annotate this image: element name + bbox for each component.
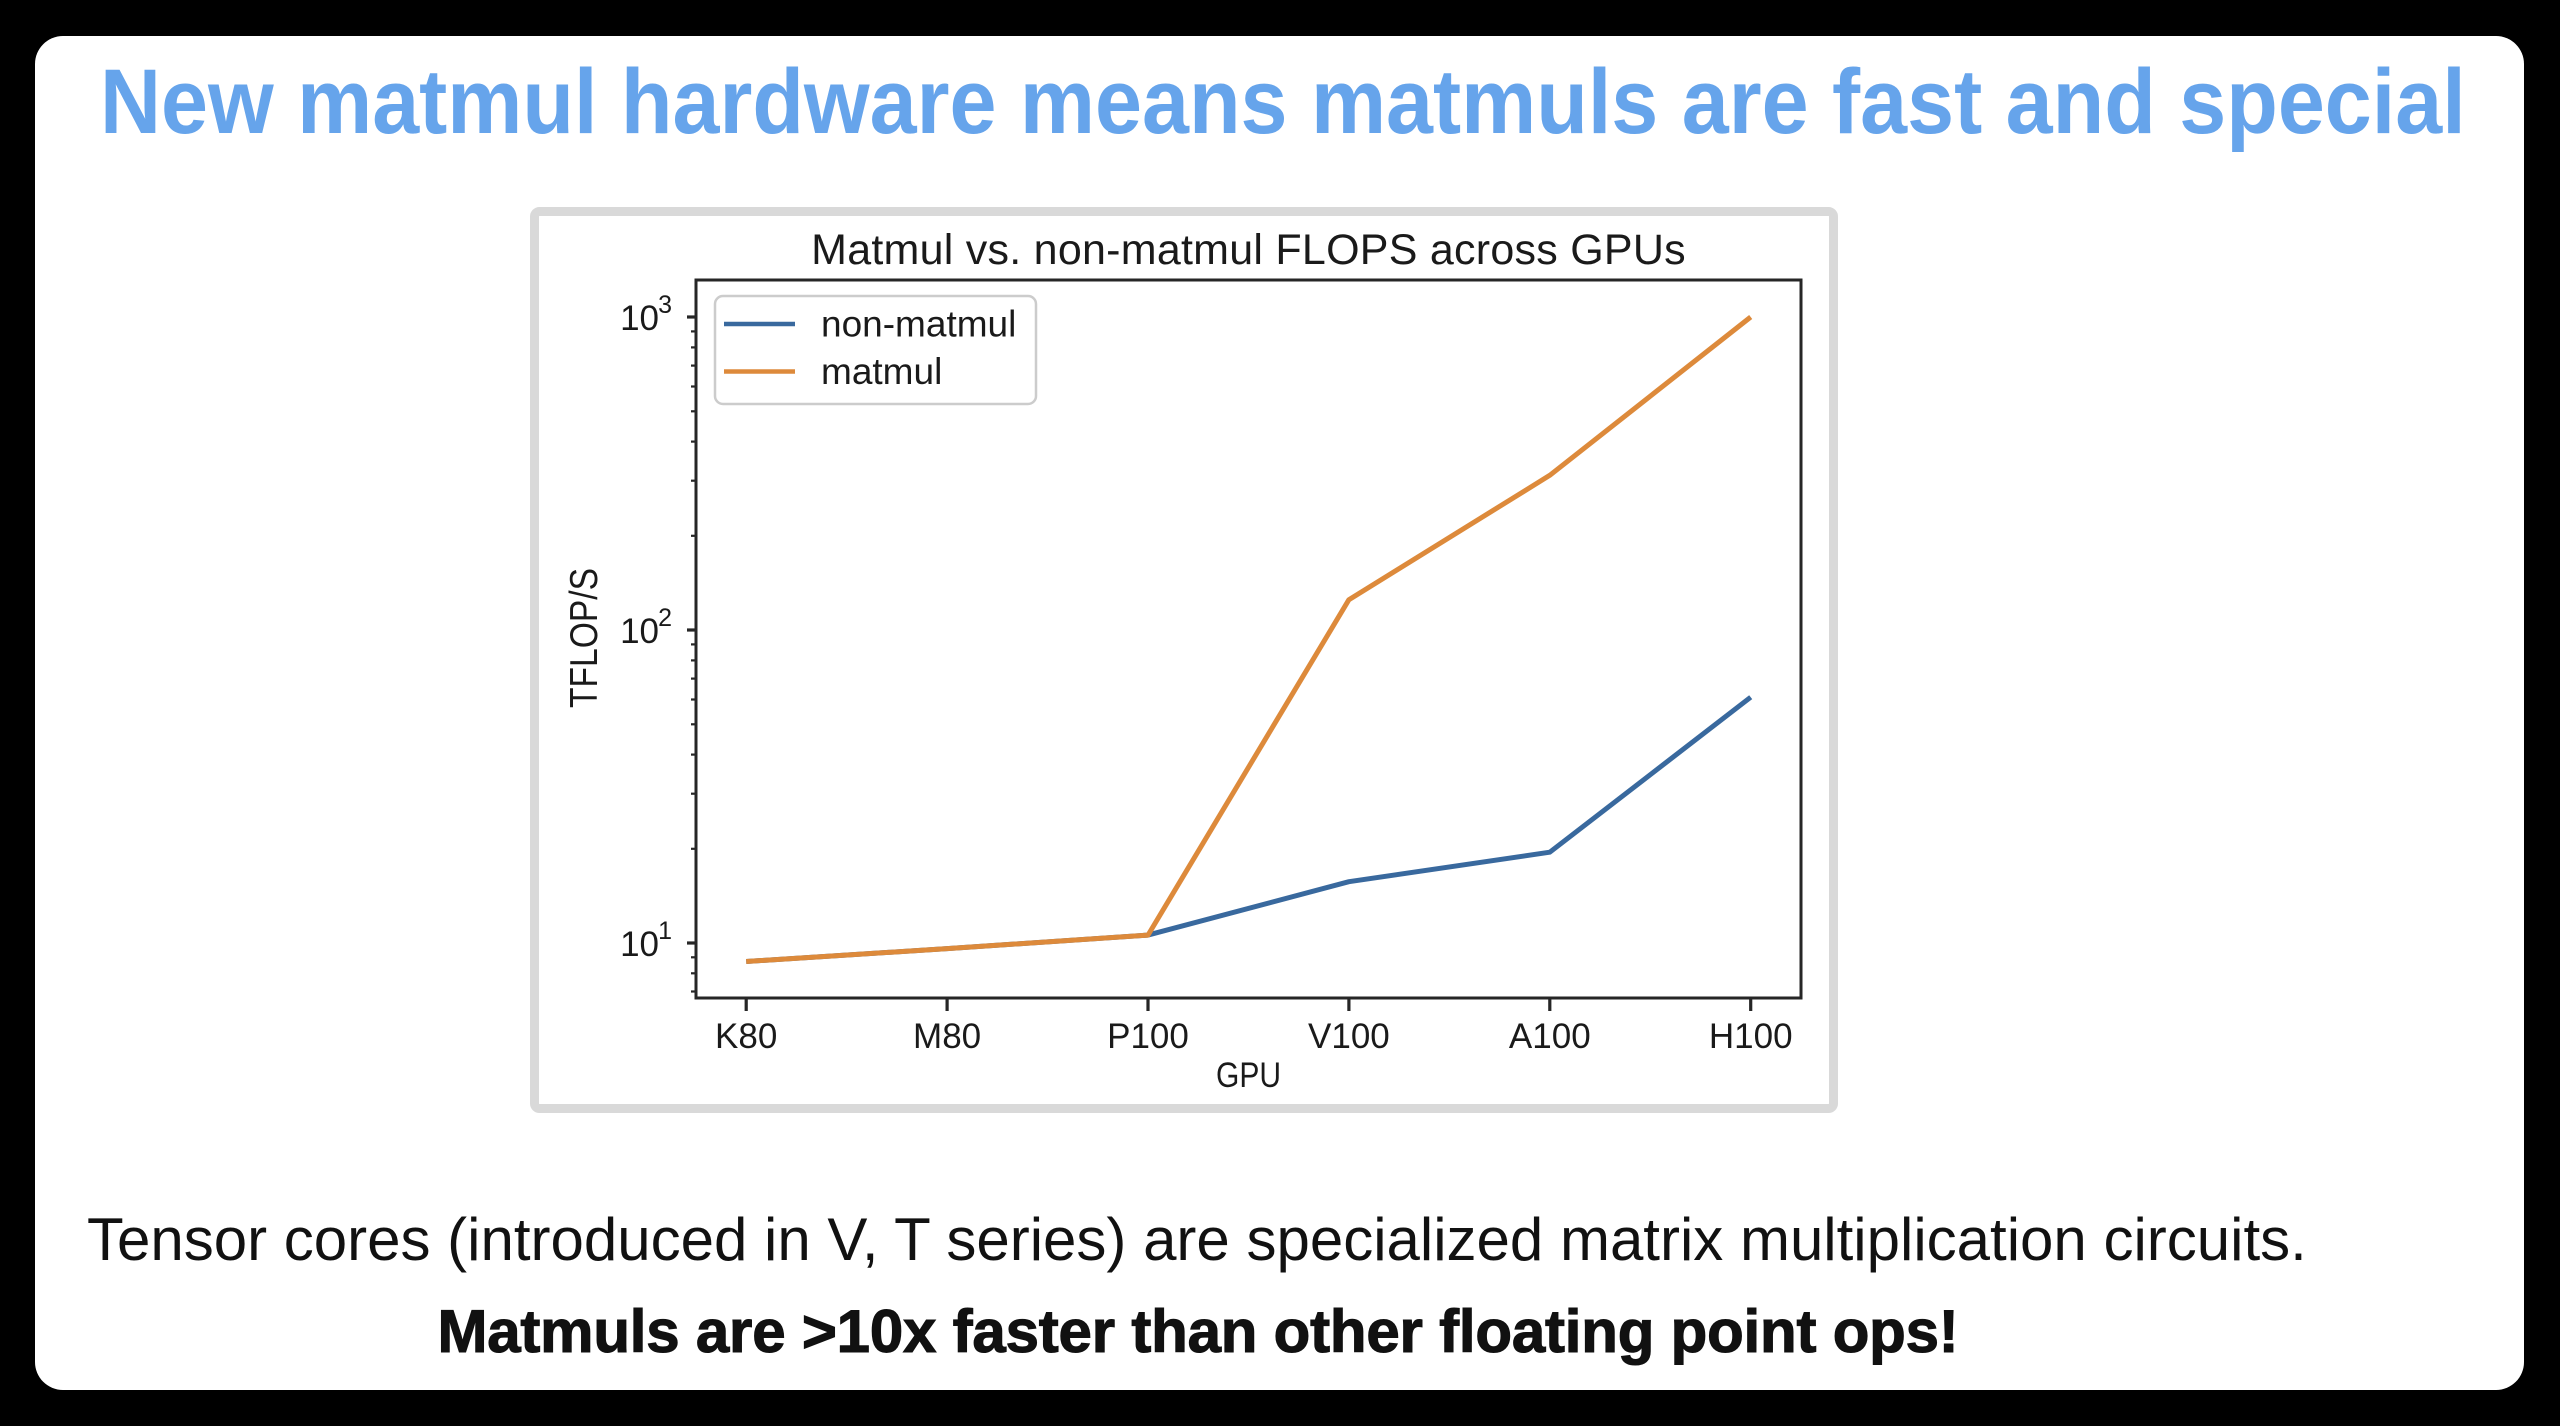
svg-text:P100: P100 — [1107, 1017, 1189, 1056]
svg-text:K80: K80 — [715, 1017, 777, 1056]
svg-text:2: 2 — [658, 604, 672, 632]
svg-text:H100: H100 — [1709, 1017, 1793, 1056]
svg-text:10: 10 — [620, 299, 659, 338]
svg-text:GPU: GPU — [1216, 1056, 1281, 1095]
svg-text:TFLOP/S: TFLOP/S — [563, 568, 606, 708]
svg-text:10: 10 — [620, 925, 659, 964]
svg-text:matmul: matmul — [821, 351, 942, 392]
svg-text:3: 3 — [658, 291, 672, 319]
svg-text:Matmul vs. non-matmul FLOPS ac: Matmul vs. non-matmul FLOPS across GPUs — [811, 226, 1686, 274]
svg-text:non-matmul: non-matmul — [821, 304, 1016, 345]
svg-text:M80: M80 — [913, 1017, 981, 1056]
svg-text:10: 10 — [620, 612, 659, 651]
svg-text:A100: A100 — [1509, 1017, 1591, 1056]
svg-text:V100: V100 — [1308, 1017, 1390, 1056]
svg-text:1: 1 — [658, 917, 672, 945]
